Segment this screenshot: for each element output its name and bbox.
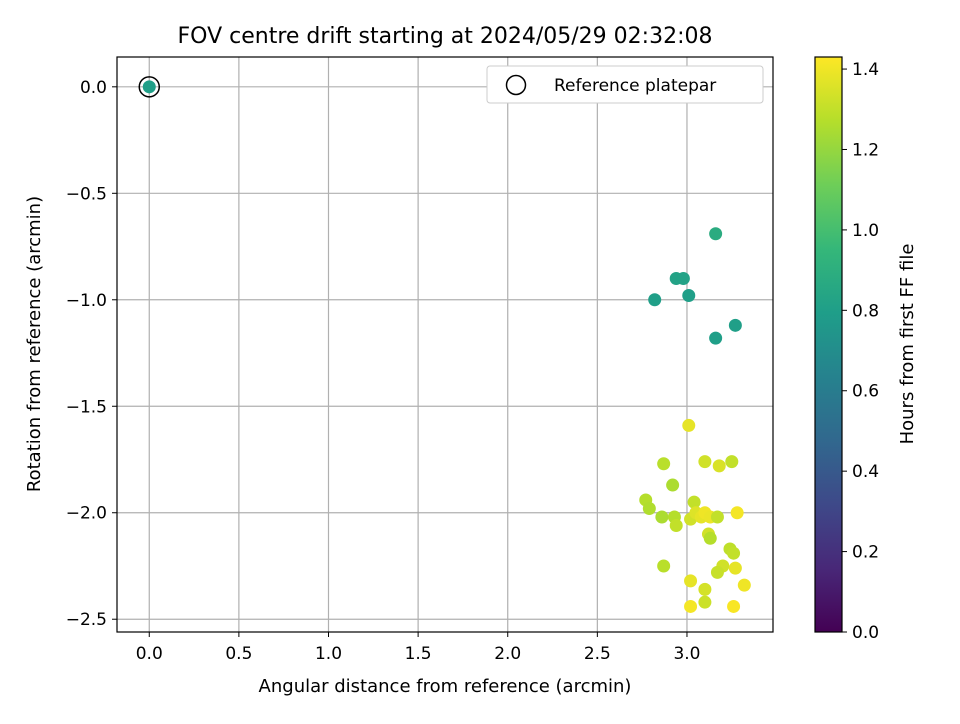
colorbar-tick-label: 0.8 [852, 301, 879, 321]
y-axis-label: Rotation from reference (arcmin) [24, 196, 45, 492]
colorbar [814, 56, 843, 633]
x-tick-label: 3.0 [673, 644, 700, 664]
data-point [682, 289, 696, 303]
data-points [142, 80, 751, 613]
data-point [676, 271, 690, 285]
legend: Reference platepar [486, 65, 764, 104]
data-point [725, 455, 739, 469]
data-point [730, 506, 744, 520]
data-point [655, 510, 669, 524]
data-point [728, 561, 742, 575]
data-point [657, 457, 671, 471]
colorbar-tick-label: 1.4 [852, 60, 879, 80]
reference-marker [138, 76, 161, 98]
data-point [709, 331, 723, 345]
x-tick-label: 2.0 [494, 644, 521, 664]
colorbar-tick-label: 0.2 [852, 543, 879, 563]
colorbar-tick-label: 1.0 [852, 221, 879, 241]
legend-label-reference: Reference platepar [554, 76, 716, 96]
data-point [142, 80, 156, 94]
x-tick-label: 0.0 [136, 644, 163, 664]
data-point [682, 418, 696, 432]
legend-box [486, 65, 764, 104]
data-point [642, 501, 656, 515]
colorbar-tick-label: 0.0 [852, 623, 879, 643]
data-point [737, 578, 751, 592]
data-point [712, 459, 726, 473]
colorbar-tick-label: 0.6 [852, 382, 879, 402]
data-point [710, 565, 724, 579]
x-tick-label: 2.5 [584, 644, 611, 664]
data-point [657, 559, 671, 573]
grid-lines [117, 57, 773, 632]
data-point [728, 318, 742, 332]
data-point [687, 495, 701, 509]
x-tick-label: 0.5 [225, 644, 252, 664]
y-tick-label: −0.5 [66, 184, 107, 204]
data-point [648, 293, 662, 307]
chart-title: FOV centre drift starting at 2024/05/29 … [178, 24, 713, 49]
x-tick-label: 1.5 [405, 644, 432, 664]
colorbar-ticks: 0.0 0.2 0.4 0.6 0.8 1.0 1.2 1.4 [842, 60, 879, 643]
x-tick-label: 1.0 [315, 644, 342, 664]
data-point [703, 531, 717, 545]
legend-marker-reference [505, 74, 527, 96]
reference-platepar-marker [138, 76, 161, 98]
colorbar-label: Hours from first FF file [897, 244, 918, 445]
data-point [709, 227, 723, 241]
data-point [727, 546, 741, 560]
data-point [698, 582, 712, 596]
y-tick-label: −2.0 [66, 504, 107, 524]
x-axis-label: Angular distance from reference (arcmin) [259, 676, 632, 697]
y-axis-ticks: 0.0 −0.5 −1.0 −1.5 −2.0 −2.5 [66, 78, 117, 630]
data-point [727, 599, 741, 613]
y-tick-label: −1.5 [66, 397, 107, 417]
y-tick-label: −1.0 [66, 291, 107, 311]
data-point [710, 510, 724, 524]
y-tick-label: −2.5 [66, 610, 107, 630]
data-point [684, 574, 698, 588]
data-point [669, 519, 683, 533]
colorbar-tick-label: 1.2 [852, 140, 879, 160]
data-point [698, 455, 712, 469]
plot-frame [116, 56, 774, 633]
y-tick-label: 0.0 [80, 78, 107, 98]
colorbar-tick-label: 0.4 [852, 462, 879, 482]
data-point [698, 595, 712, 609]
data-point [684, 599, 698, 613]
x-axis-ticks: 0.0 0.5 1.0 1.5 2.0 2.5 3.0 [136, 632, 700, 664]
data-point [666, 478, 680, 492]
